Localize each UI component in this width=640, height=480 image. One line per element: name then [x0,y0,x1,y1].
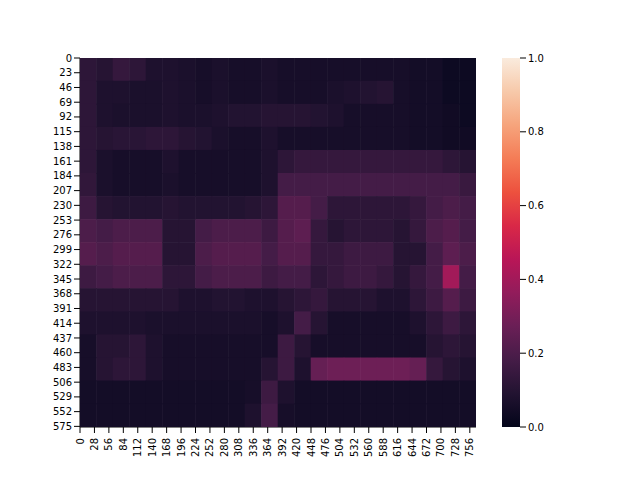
svg-text:84: 84 [118,438,129,451]
svg-text:196: 196 [176,438,187,457]
svg-text:207: 207 [53,185,72,196]
svg-text:616: 616 [392,438,403,457]
svg-text:28: 28 [89,438,100,451]
svg-text:414: 414 [53,318,72,329]
svg-text:506: 506 [53,377,72,388]
svg-text:391: 391 [53,303,72,314]
svg-text:588: 588 [378,438,389,457]
svg-text:23: 23 [59,67,72,78]
svg-text:322: 322 [53,259,72,270]
svg-text:308: 308 [233,438,244,457]
svg-text:280: 280 [219,438,230,457]
svg-text:46: 46 [59,82,72,93]
svg-text:560: 560 [363,438,374,457]
svg-text:532: 532 [349,438,360,457]
svg-text:56: 56 [103,438,114,451]
svg-text:252: 252 [204,438,215,457]
svg-text:460: 460 [53,347,72,358]
svg-text:112: 112 [132,438,143,457]
svg-text:0: 0 [75,438,86,444]
svg-text:0: 0 [66,53,72,64]
svg-text:299: 299 [53,244,72,255]
svg-text:529: 529 [53,391,72,402]
svg-text:420: 420 [291,438,302,457]
svg-text:336: 336 [248,438,259,457]
svg-text:644: 644 [407,438,418,457]
svg-text:756: 756 [464,438,475,457]
svg-text:437: 437 [53,333,72,344]
svg-text:368: 368 [53,288,72,299]
svg-text:230: 230 [53,200,72,211]
svg-text:115: 115 [53,126,72,137]
svg-text:276: 276 [53,229,72,240]
svg-text:140: 140 [147,438,158,457]
svg-text:253: 253 [53,215,72,226]
svg-text:168: 168 [161,438,172,457]
svg-text:552: 552 [53,406,72,417]
svg-text:0.6: 0.6 [528,200,544,211]
svg-text:69: 69 [59,97,72,108]
svg-text:575: 575 [53,421,72,432]
svg-text:700: 700 [435,438,446,457]
svg-text:0.4: 0.4 [528,274,544,285]
svg-text:364: 364 [262,438,273,457]
svg-text:92: 92 [59,111,72,122]
svg-text:138: 138 [53,141,72,152]
svg-text:0.8: 0.8 [528,126,544,137]
svg-text:184: 184 [53,170,72,181]
svg-text:672: 672 [421,438,432,457]
svg-text:392: 392 [277,438,288,457]
svg-text:224: 224 [190,438,201,457]
svg-text:0.2: 0.2 [528,348,544,359]
svg-text:476: 476 [320,438,331,457]
svg-text:345: 345 [53,274,72,285]
svg-text:448: 448 [306,438,317,457]
svg-text:161: 161 [53,156,72,167]
svg-text:483: 483 [53,362,72,373]
svg-text:504: 504 [334,438,345,457]
svg-text:728: 728 [450,438,461,457]
svg-text:0.0: 0.0 [528,422,544,433]
svg-text:1.0: 1.0 [528,53,544,64]
